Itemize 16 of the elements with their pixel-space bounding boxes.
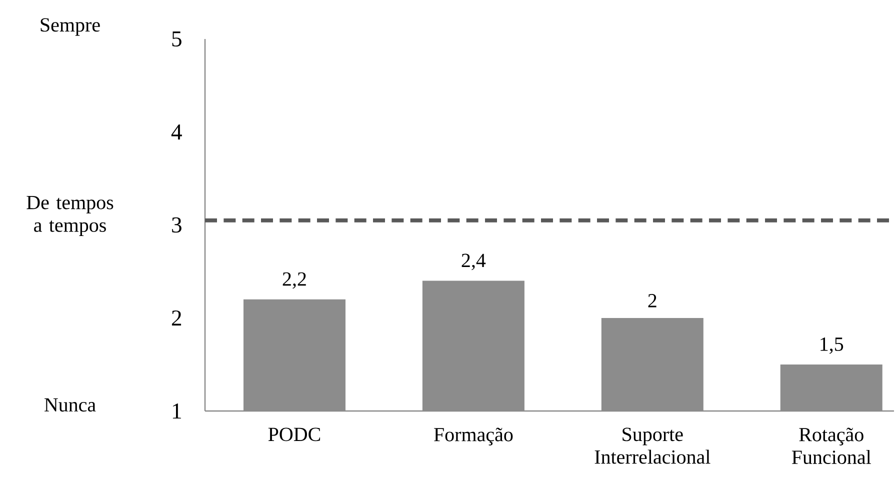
text: Nunca bbox=[44, 398, 96, 412]
y-tick-label: 4 bbox=[171, 124, 182, 140]
data-label: 2,4 bbox=[462, 254, 486, 270]
x-tick-label: Suporte Interrelacional bbox=[594, 428, 710, 464]
y-tick-label: 3 bbox=[172, 217, 182, 233]
x-tick-label: PODC bbox=[268, 428, 320, 442]
text: De tempos a tempos bbox=[26, 196, 114, 236]
y-tick-label: 5 bbox=[172, 31, 182, 47]
x-tick-label: Rotação Funcional bbox=[792, 428, 871, 464]
data-label: 2,2 bbox=[282, 272, 306, 289]
x-tick-label: Formação bbox=[434, 428, 513, 446]
data-label: 2 bbox=[648, 294, 656, 308]
y-tick-label: 1 bbox=[172, 403, 181, 418]
text: Sempre bbox=[40, 18, 100, 36]
y-tick-label: 2 bbox=[172, 310, 182, 326]
data-label: 1,5 bbox=[820, 338, 844, 354]
